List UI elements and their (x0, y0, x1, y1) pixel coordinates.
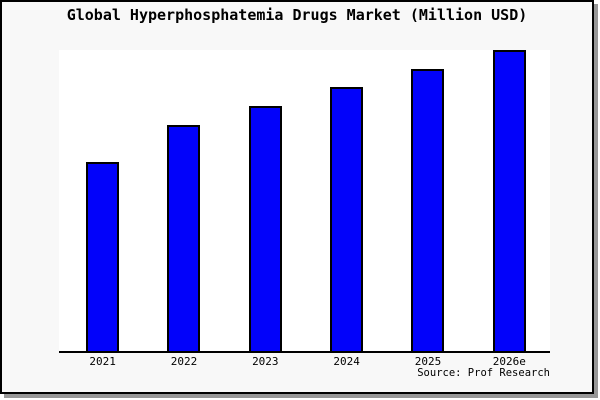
bar-2021 (86, 161, 120, 351)
bar-2024 (330, 87, 364, 351)
x-axis-label-2024: 2024 (333, 355, 360, 368)
chart-title: Global Hyperphosphatemia Drugs Market (M… (66, 6, 528, 24)
plot-area (59, 50, 550, 353)
x-axis-label-2022: 2022 (170, 355, 198, 368)
bar-2025 (411, 68, 445, 351)
x-axis-labels: 2021 2022 2023 2024 2025 2026e (59, 355, 550, 368)
source-note: Source: Prof Research (417, 367, 550, 379)
chart-frame: Global Hyperphosphatemia Drugs Market (M… (0, 0, 594, 394)
bar-slot-2022 (143, 50, 224, 351)
x-axis-label-2026e: 2026e (492, 355, 526, 368)
bar-slot-2021 (62, 50, 143, 351)
bar-2022 (167, 124, 201, 351)
x-axis-label-2021: 2021 (89, 355, 116, 368)
bar-slot-2023 (225, 50, 306, 351)
x-axis-label-2025: 2025 (414, 355, 442, 368)
x-axis-label-2023: 2023 (252, 355, 279, 368)
bar-slot-2026e (469, 50, 550, 351)
bars-container (59, 50, 550, 351)
bar-2026e (492, 50, 526, 351)
bar-2023 (248, 106, 282, 351)
bar-slot-2024 (306, 50, 387, 351)
bar-slot-2025 (387, 50, 468, 351)
